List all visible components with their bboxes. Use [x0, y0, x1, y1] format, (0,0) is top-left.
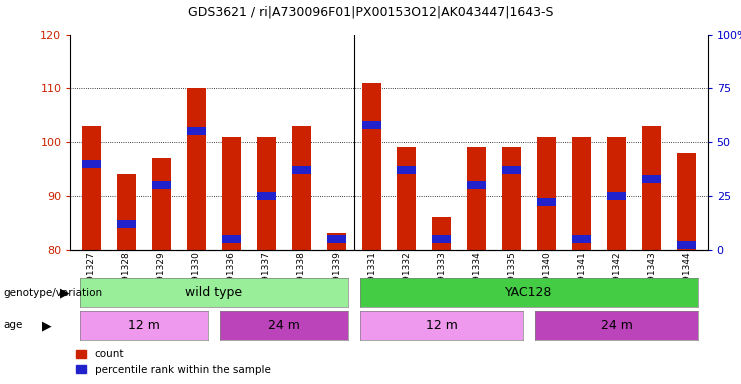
Bar	[362, 121, 381, 129]
Bar	[467, 181, 486, 189]
Text: 24 m: 24 m	[268, 319, 300, 332]
Bar	[292, 166, 311, 174]
Bar	[327, 233, 346, 250]
Text: genotype/variation: genotype/variation	[4, 288, 103, 298]
Bar	[82, 126, 101, 250]
Bar	[467, 147, 486, 250]
Text: ▶: ▶	[42, 319, 51, 332]
Bar	[257, 192, 276, 200]
Text: age: age	[4, 320, 23, 331]
Bar	[502, 147, 521, 250]
Bar	[117, 220, 136, 228]
Bar	[432, 217, 451, 250]
Bar	[607, 137, 626, 250]
Bar	[537, 137, 556, 250]
Text: 24 m: 24 m	[601, 319, 633, 332]
Bar	[537, 198, 556, 206]
Bar	[397, 147, 416, 250]
Text: YAC128: YAC128	[505, 286, 553, 299]
Bar	[187, 88, 206, 250]
Bar	[152, 158, 171, 250]
Bar	[607, 192, 626, 200]
Legend: count, percentile rank within the sample: count, percentile rank within the sample	[72, 345, 275, 379]
Bar	[362, 83, 381, 250]
Text: ▶: ▶	[61, 286, 70, 299]
Bar	[327, 235, 346, 243]
Bar	[502, 166, 521, 174]
Bar	[572, 235, 591, 243]
Bar	[642, 126, 661, 250]
Text: 12 m: 12 m	[425, 319, 457, 332]
Bar	[152, 181, 171, 189]
Bar	[572, 137, 591, 250]
Bar	[222, 235, 241, 243]
Bar	[677, 241, 697, 249]
Bar	[432, 235, 451, 243]
Bar	[82, 160, 101, 167]
Text: GDS3621 / ri|A730096F01|PX00153O12|AK043447|1643-S: GDS3621 / ri|A730096F01|PX00153O12|AK043…	[187, 6, 554, 19]
Bar	[292, 126, 311, 250]
Bar	[117, 174, 136, 250]
Bar	[397, 166, 416, 174]
Bar	[642, 175, 661, 183]
Bar	[187, 127, 206, 136]
Bar	[677, 153, 697, 250]
Text: 12 m: 12 m	[128, 319, 160, 332]
Text: wild type: wild type	[185, 286, 242, 299]
Bar	[222, 137, 241, 250]
Bar	[257, 137, 276, 250]
